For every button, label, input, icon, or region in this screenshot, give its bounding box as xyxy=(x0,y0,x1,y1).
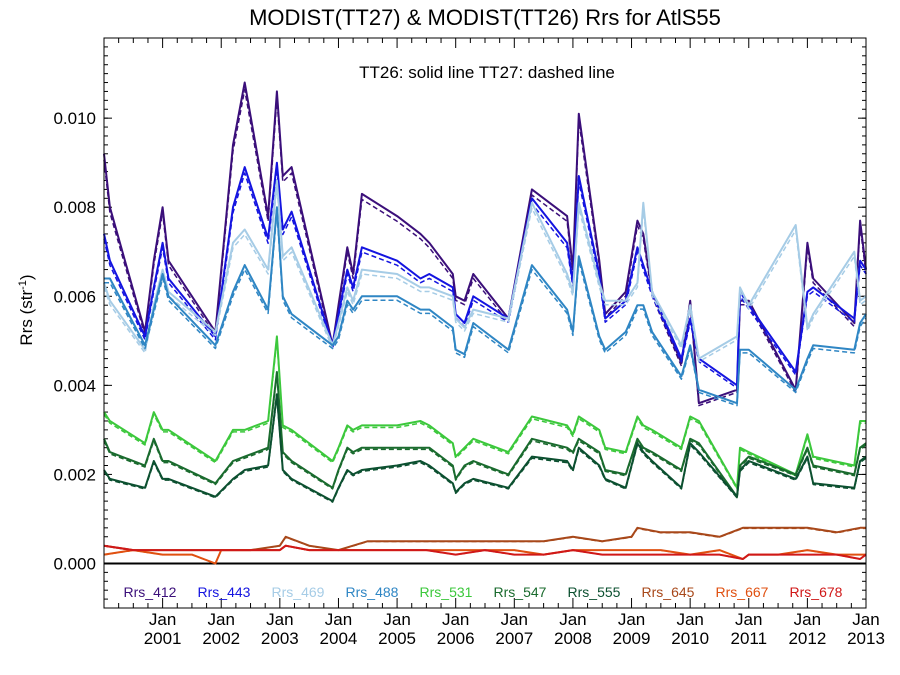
x-tick-label-month: Jan xyxy=(149,610,176,629)
legend-entry-rrs-469: Rrs_469 xyxy=(272,584,325,600)
x-tick-label-year: 2005 xyxy=(378,629,416,648)
series-line-rrs-678-tt26 xyxy=(103,544,867,560)
y-tick-label: 0.002 xyxy=(53,465,96,484)
y-axis-label-close: ) xyxy=(17,274,36,280)
x-tick-label-month: Jan xyxy=(735,610,762,629)
y-tick-label: 0.004 xyxy=(53,376,96,395)
x-tick-label-year: 2004 xyxy=(320,629,358,648)
x-tick-label-month: Jan xyxy=(676,610,703,629)
legend-entry-rrs-678: Rrs_678 xyxy=(790,584,843,600)
x-tick-label-month: Jan xyxy=(442,610,469,629)
chart-annotation: TT26: solid line TT27: dashed line xyxy=(359,63,615,82)
legend-entry-rrs-488: Rrs_488 xyxy=(346,584,399,600)
series-line-rrs-469-tt27 xyxy=(103,185,867,363)
x-tick-label-month: Jan xyxy=(559,610,586,629)
x-tick-label-year: 2012 xyxy=(788,629,826,648)
x-tick-label-month: Jan xyxy=(794,610,821,629)
series-line-rrs-547-tt26 xyxy=(103,371,867,498)
x-tick-label-year: 2009 xyxy=(613,629,651,648)
x-tick-label-year: 2003 xyxy=(261,629,299,648)
series-line-rrs-488-tt27 xyxy=(104,211,867,407)
x-tick-label-year: 2007 xyxy=(495,629,533,648)
y-tick-label: 0.008 xyxy=(53,198,96,217)
series-line-rrs-531-tt27 xyxy=(103,339,866,490)
y-axis-label-superscript: -1 xyxy=(17,280,29,290)
series-line-rrs-645-tt27 xyxy=(103,527,866,552)
series-line-rrs-555-tt27 xyxy=(103,396,867,503)
x-tick-label-year: 2006 xyxy=(437,629,475,648)
x-tick-label-year: 2010 xyxy=(671,629,709,648)
x-tick-label-month: Jan xyxy=(325,610,352,629)
x-tick-label-month: Jan xyxy=(208,610,235,629)
x-tick-label-year: 2011 xyxy=(730,629,767,648)
series-line-rrs-443-tt27 xyxy=(103,167,867,389)
legend-entry-rrs-667: Rrs_667 xyxy=(716,584,769,600)
plot-frame xyxy=(103,37,867,609)
plot-area: 0.0000.0020.0040.0060.0080.010Jan2001Jan… xyxy=(53,38,885,648)
chart-title: MODIST(TT27) & MODIST(TT26) Rrs for AtlS… xyxy=(249,5,721,30)
x-tick-label-month: Jan xyxy=(618,610,645,629)
legend-entry-rrs-443: Rrs_443 xyxy=(198,584,251,600)
x-tick-label-month: Jan xyxy=(852,610,879,629)
y-axis-label-main: Rrs (str xyxy=(17,290,36,346)
legend-entry-rrs-547: Rrs_547 xyxy=(494,584,547,600)
series-line-rrs-555-tt26 xyxy=(103,393,867,503)
x-tick-label-year: 2002 xyxy=(202,629,240,648)
series-line-rrs-645-tt26 xyxy=(103,526,866,552)
x-tick-label-month: Jan xyxy=(266,610,293,629)
x-tick-label-year: 2013 xyxy=(847,629,885,648)
x-tick-label-month: Jan xyxy=(501,610,528,629)
x-tick-label-year: 2001 xyxy=(144,629,182,648)
legend-entry-rrs-412: Rrs_412 xyxy=(124,584,177,600)
series-line-rrs-412-tt27 xyxy=(103,88,867,407)
y-axis-label: Rrs (str-1) xyxy=(17,274,36,345)
legend-entry-rrs-531: Rrs_531 xyxy=(420,584,473,600)
x-tick-label-month: Jan xyxy=(383,610,410,629)
legend-entry-rrs-555: Rrs_555 xyxy=(568,584,621,600)
y-tick-label: 0.000 xyxy=(53,554,96,573)
legend-entry-rrs-645: Rrs_645 xyxy=(642,584,695,600)
x-tick-label-year: 2008 xyxy=(554,629,592,648)
y-tick-label: 0.010 xyxy=(53,109,96,128)
y-tick-label: 0.006 xyxy=(53,287,96,306)
